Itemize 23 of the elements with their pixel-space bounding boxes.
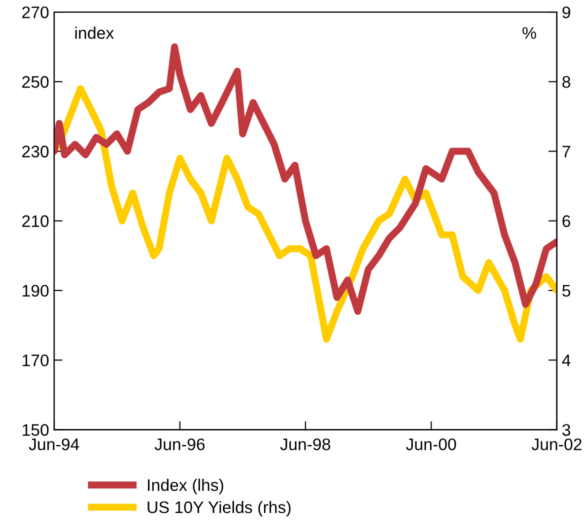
y2-tick-label: 8 (562, 76, 570, 88)
legend-label: Index (lhs) (148, 478, 224, 494)
x-tick-label: Jun-98 (280, 438, 330, 450)
y-tick-label: 190 (22, 284, 49, 297)
x-tick-label: Jun-02 (532, 438, 582, 450)
x-tick-label: Jun-00 (406, 438, 456, 450)
x-tick-label: Jun-94 (28, 438, 80, 450)
y-tick-label: 230 (22, 146, 49, 158)
x-tick-label: Jun-96 (154, 438, 205, 450)
y-tick-label: 150 (22, 424, 49, 436)
y-tick-label: 250 (22, 76, 49, 88)
y2-axis-title: % (522, 27, 536, 39)
y2-tick-label: 3 (562, 424, 570, 436)
y-axis-title: index (75, 26, 114, 39)
y-tick-label: 270 (22, 6, 49, 18)
legend-label: US 10Y Yields (rhs) (148, 500, 291, 516)
y2-tick-label: 6 (562, 215, 570, 228)
y2-tick-label: 5 (562, 285, 570, 297)
y-tick-label: 210 (22, 215, 49, 228)
y2-tick-label: 9 (562, 6, 570, 18)
y2-tick-label: 7 (562, 146, 570, 158)
y2-tick-label: 4 (562, 354, 570, 366)
y-tick-label: 170 (22, 354, 49, 366)
